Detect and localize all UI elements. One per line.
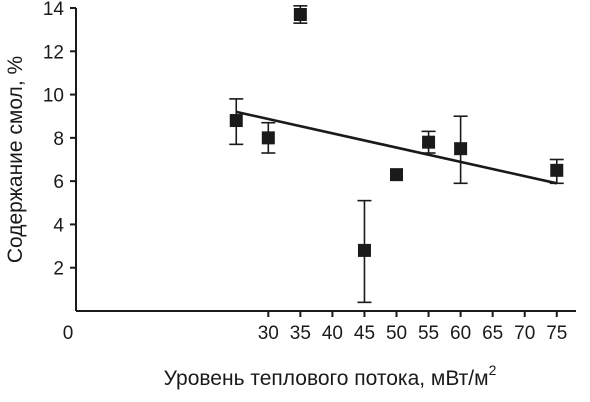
x-axis-title-superscript: 2 xyxy=(489,362,497,378)
y-tick-label: 6 xyxy=(53,172,64,193)
x-tick-label: 70 xyxy=(514,323,535,344)
trend-layer xyxy=(235,110,558,185)
y-tick-label: 10 xyxy=(43,86,64,107)
x-tick-label: 40 xyxy=(322,323,343,344)
x-tick-label: 30 xyxy=(258,323,279,344)
y-ticks: 2 4 6 8 10 12 14 xyxy=(43,0,76,280)
x-tick-label: 65 xyxy=(482,323,503,344)
y-tick-label: 14 xyxy=(43,0,65,20)
data-point xyxy=(261,131,275,145)
y-axis-title: Содержание смол, % xyxy=(4,56,27,263)
data-point xyxy=(357,243,371,257)
y-tick-label: 8 xyxy=(53,129,64,150)
y-tick-label: 12 xyxy=(43,42,64,63)
data-point xyxy=(390,168,404,182)
x-tick-label: 50 xyxy=(386,323,407,344)
x-tick-label: 35 xyxy=(290,323,311,344)
x-axis-title-main: Уровень теплового потока, мВт/м xyxy=(164,367,489,390)
x-tick-label: 45 xyxy=(354,323,375,344)
data-point xyxy=(550,163,564,177)
x-tick-label: 75 xyxy=(546,323,567,344)
x-tick-label: 55 xyxy=(418,323,439,344)
x-axis-zero-label: 0 xyxy=(63,323,74,344)
x-ticks: 30 35 40 45 50 55 60 65 70 75 xyxy=(258,311,567,344)
data-point xyxy=(422,135,436,149)
trend-line xyxy=(235,110,558,185)
x-axis-title: Уровень теплового потока, мВт/м2 xyxy=(164,362,497,390)
axes xyxy=(75,8,576,312)
y-tick-label: 4 xyxy=(53,215,64,236)
x-tick-label: 60 xyxy=(450,323,471,344)
data-point xyxy=(293,7,307,21)
data-point xyxy=(229,114,243,128)
data-point xyxy=(454,142,468,156)
points-layer xyxy=(229,5,564,304)
y-tick-label: 2 xyxy=(53,259,64,280)
